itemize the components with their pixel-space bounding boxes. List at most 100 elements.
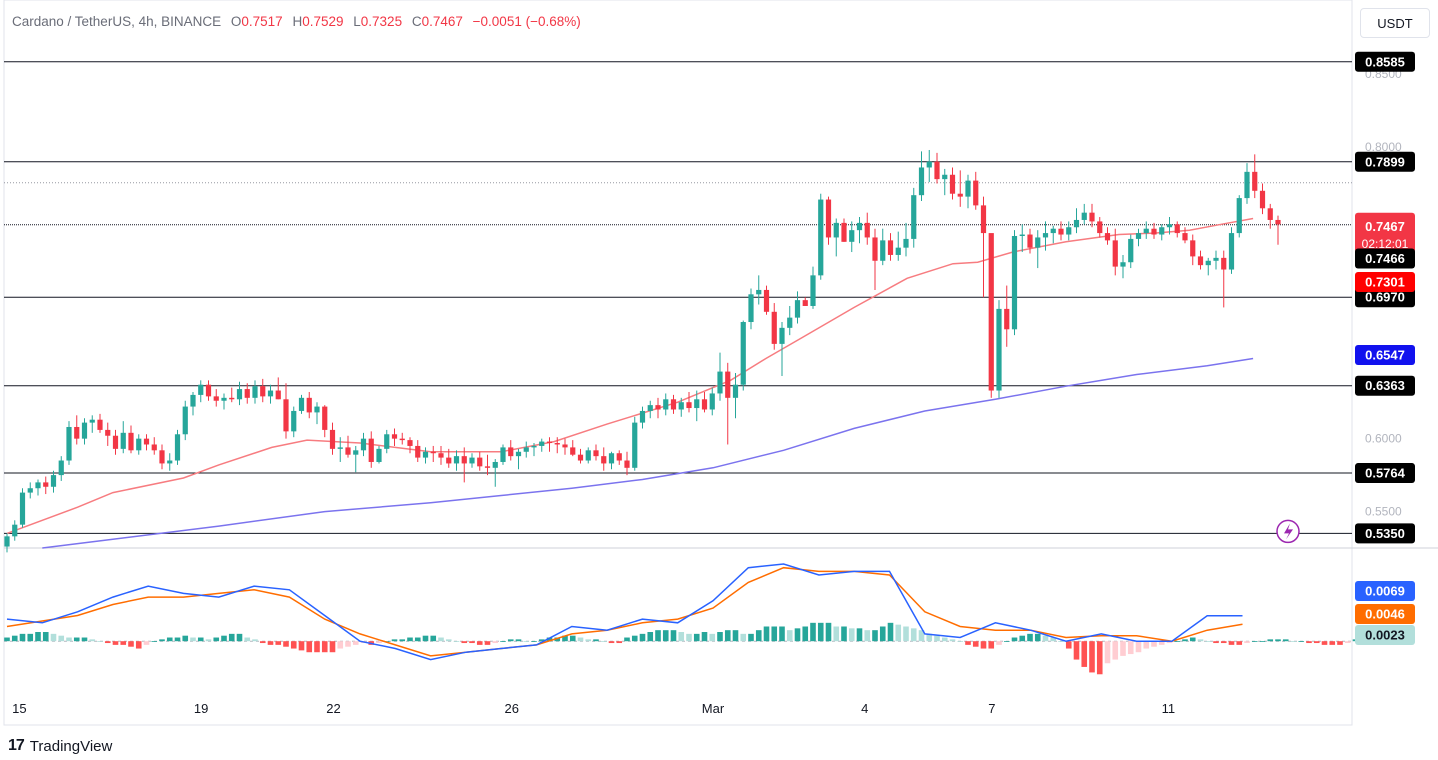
candle-body (4, 536, 10, 547)
ma-slow-price-tag-box (1355, 345, 1415, 365)
currency-button[interactable]: USDT (1360, 8, 1430, 38)
macd-histogram-bar (399, 639, 406, 642)
macd-line (6, 563, 1243, 661)
macd-histogram-bar (965, 641, 971, 645)
candle-body (1011, 235, 1018, 330)
candle-body (1151, 228, 1157, 235)
macd-histogram-bar (740, 633, 747, 642)
macd-histogram-bar (1306, 641, 1312, 644)
macd-histogram-bar (616, 641, 623, 644)
macd-histogram-bar (391, 639, 398, 642)
macd-histogram-bar (1081, 641, 1088, 667)
candle-body (624, 460, 630, 468)
macd-histogram-bar (1251, 641, 1258, 642)
macd-histogram-bar (1275, 639, 1281, 642)
macd-histogram-bar (662, 630, 669, 642)
candle-body (50, 475, 57, 487)
close-label: C (411, 14, 422, 29)
low-label: L (353, 14, 361, 29)
candle-body (841, 222, 847, 242)
candle-body (337, 447, 343, 449)
high-value: 0.7529 (302, 14, 344, 29)
macd-histogram-bar (352, 641, 359, 645)
macd-histogram-bar (701, 632, 708, 642)
candle-body (221, 397, 227, 401)
level-price-tag-box (1355, 51, 1415, 72)
candle-body (1143, 228, 1149, 234)
candle-body (353, 450, 359, 455)
candle-body (27, 488, 33, 493)
level-price-tag-box (1355, 375, 1415, 396)
candle-body (864, 222, 870, 238)
candle-body (430, 451, 436, 454)
signal-value-tag: 0.0046 (1365, 607, 1405, 622)
candle-body (484, 466, 491, 468)
candle-body (756, 289, 762, 295)
macd-histogram-bar (492, 641, 499, 644)
macd-histogram-bar (864, 630, 871, 642)
macd-histogram-bar (1337, 641, 1343, 645)
candle-body (779, 327, 785, 344)
macd-histogram-bar (159, 639, 165, 642)
candle-body (686, 402, 692, 409)
candle-body (1081, 212, 1087, 220)
macd-histogram-bar (422, 635, 429, 642)
macd-histogram-bar (538, 639, 545, 642)
macd-histogram-bar (66, 637, 72, 642)
macd-histogram-bar (693, 633, 700, 642)
candle-body (1089, 212, 1095, 222)
macd-histogram-bar (910, 628, 917, 642)
candle-body (632, 422, 638, 468)
macd-histogram-bar (414, 637, 421, 642)
macd-histogram-bar (267, 641, 274, 645)
candle-body (515, 451, 522, 457)
candle-body (244, 389, 250, 398)
brand-name: TradingView (29, 737, 113, 755)
macd-histogram-bar (1151, 641, 1157, 647)
open-label: O (230, 14, 242, 29)
macd-histogram-bar (244, 637, 251, 642)
candle-body (988, 233, 994, 391)
candle-body (89, 419, 95, 423)
macd-histogram-bar (562, 635, 568, 642)
macd-value-tag-box (1355, 581, 1415, 601)
candle-body (763, 289, 770, 312)
open-value: 0.7517 (241, 14, 283, 29)
candle-body (709, 393, 715, 410)
candle-body (593, 450, 599, 457)
macd-histogram-bar (430, 635, 437, 642)
candle-body (399, 438, 405, 441)
macd-histogram-bar (1135, 641, 1142, 653)
candle-body (554, 443, 560, 445)
macd-histogram-bar (794, 628, 801, 642)
candle-body (492, 461, 498, 468)
macd-histogram-bar (624, 637, 630, 642)
macd-histogram-bar (1290, 641, 1297, 642)
macd-histogram-bar (1282, 639, 1289, 642)
candle-body (322, 406, 328, 430)
candle-body (267, 390, 274, 397)
candle-body (1066, 227, 1072, 235)
candle-body (120, 432, 126, 449)
macd-value-tag: 0.0069 (1365, 584, 1405, 599)
macd-histogram-bar (988, 641, 995, 649)
macd-histogram-bar (1182, 639, 1188, 642)
flash-icon-bolt (1284, 523, 1293, 540)
macd-histogram-bar (1236, 641, 1243, 645)
candle-body (678, 402, 684, 410)
level-price-tag: 0.6970 (1365, 290, 1405, 305)
time-axis-label: Mar (702, 701, 725, 716)
candle-body (229, 397, 235, 400)
candle-body (895, 247, 901, 255)
candle-body (205, 384, 212, 397)
ma-fast-line (6, 217, 1254, 535)
macd-histogram-bar (228, 633, 235, 642)
macd-histogram-bar (1205, 641, 1212, 642)
candle-body (508, 447, 514, 457)
level-price-tag: 0.6363 (1365, 378, 1405, 393)
macd-histogram-bar (135, 641, 142, 649)
tradingview-logo-icon: 17 (8, 737, 25, 754)
candle-body (105, 429, 111, 436)
macd-histogram-bar (81, 637, 88, 642)
